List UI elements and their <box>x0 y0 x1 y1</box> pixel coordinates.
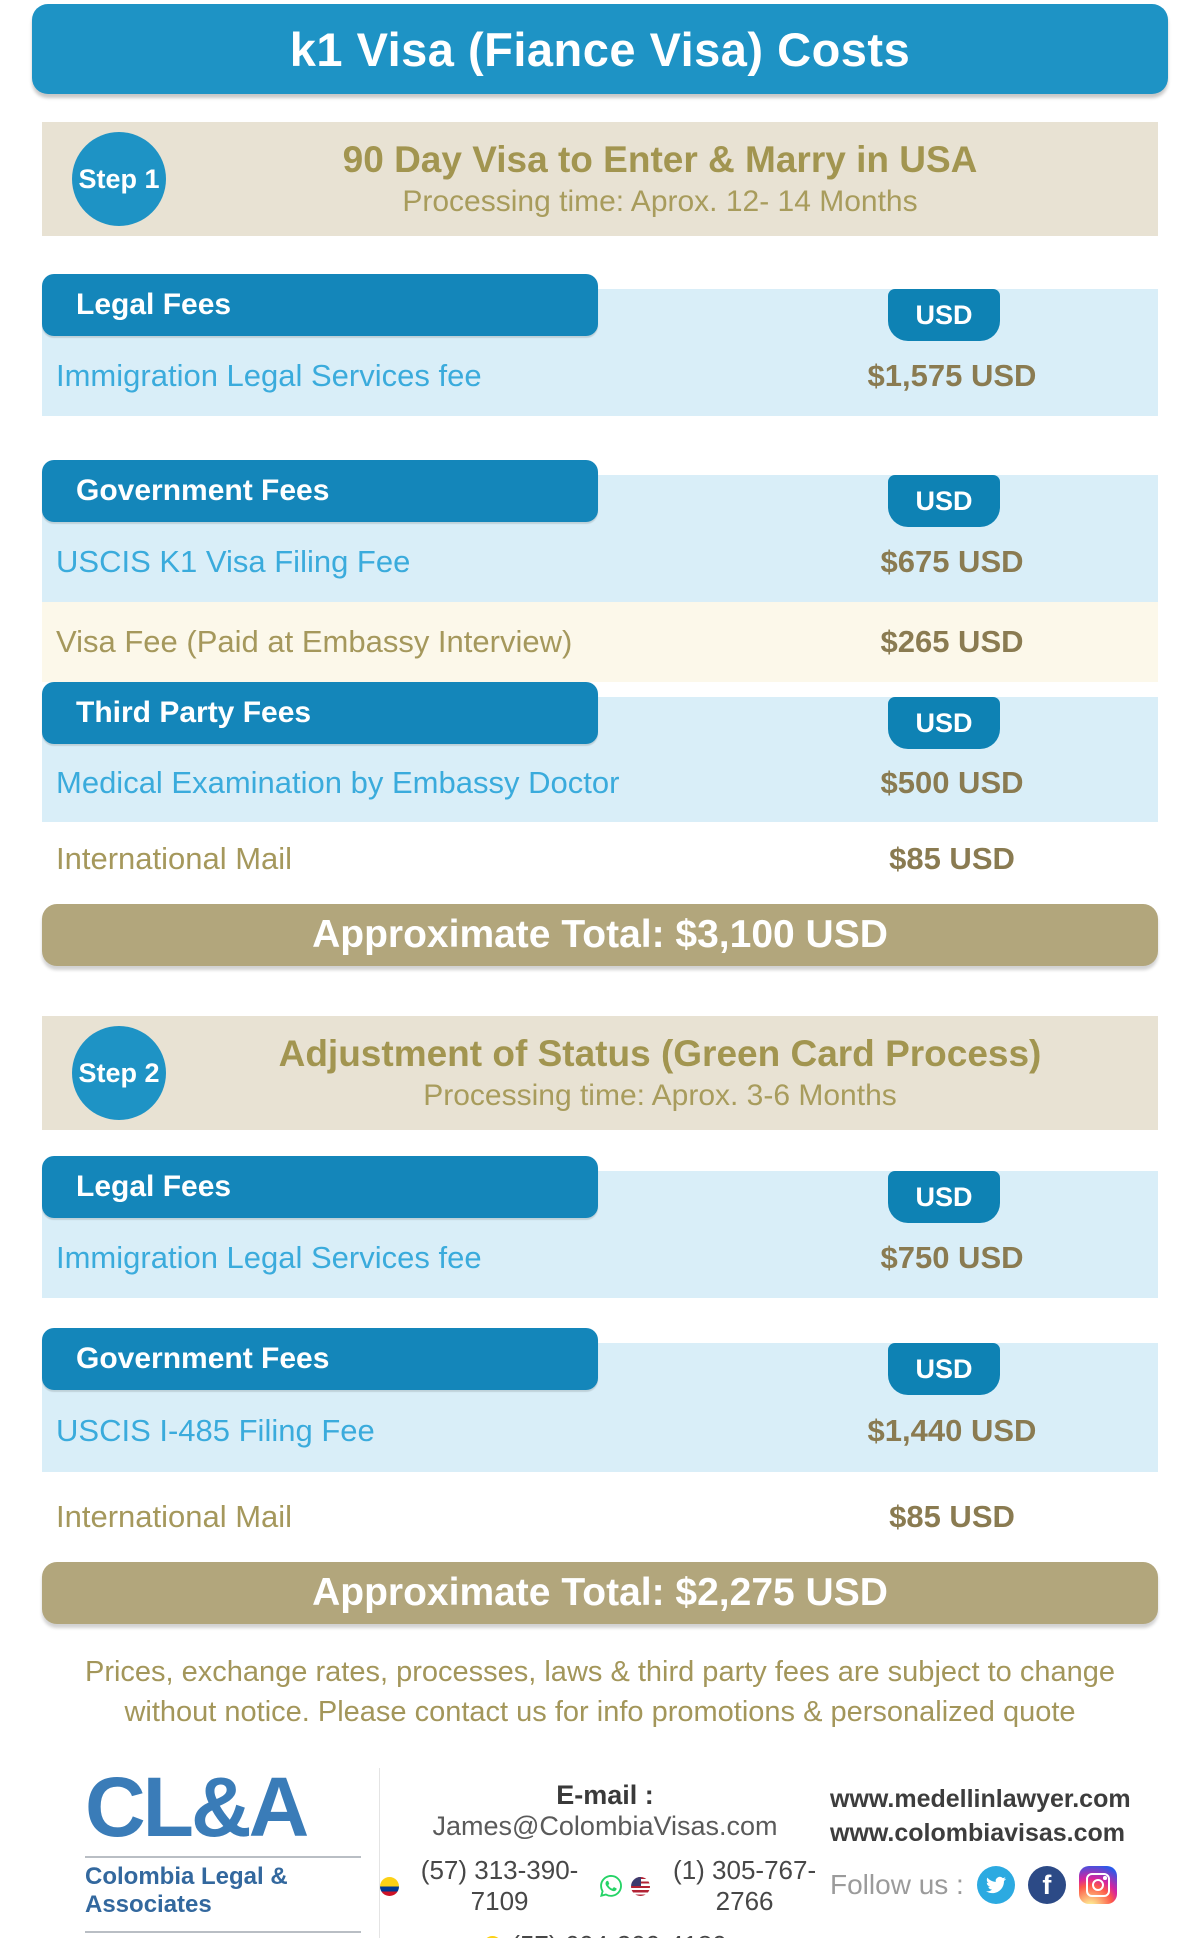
fee-amount: $750 USD <box>880 1240 1024 1275</box>
step2-title: Adjustment of Status (Green Card Process… <box>278 1032 1042 1074</box>
instagram-icon[interactable] <box>1078 1866 1117 1904</box>
fee-group-legal-fees-step2: Legal Fees USD Immigration Legal Service… <box>42 1156 1158 1298</box>
main-title-bar: k1 Visa (Fiance Visa) Costs <box>32 4 1168 94</box>
step1-text-block: 90 Day Visa to Enter & Marry in USA Proc… <box>42 139 1158 219</box>
fee-row: USCIS K1 Visa Filing Fee $675 USD <box>42 522 1158 602</box>
colombia-flag-icon <box>483 1936 503 1938</box>
fee-label: USCIS K1 Visa Filing Fee <box>56 544 411 579</box>
instagram-camera-glyph <box>1085 1873 1110 1897</box>
website-link-colombiavisas[interactable]: www.colombiavisas.com <box>830 1819 1126 1847</box>
fee-group-header-label: Legal Fees <box>76 1170 232 1203</box>
fee-amount: $500 USD <box>880 765 1024 800</box>
logo-acronym: CL&A <box>85 1760 309 1854</box>
company-name: Colombia Legal & Associates <box>85 1862 288 1918</box>
step2-total-text: Approximate Total: $2,275 USD <box>312 1571 888 1614</box>
fee-group-government-fees-step1: Government Fees USD USCIS K1 Visa Filing… <box>42 460 1158 682</box>
fee-group-header-label: Legal Fees <box>76 288 232 321</box>
fee-group-header: Legal Fees <box>42 1156 598 1218</box>
fee-group-header: Third Party Fees <box>42 682 598 744</box>
contact-block: E-mail : James@ColombiaVisas.com (57) 31… <box>380 1768 830 1938</box>
usd-badge: USD <box>888 475 1000 527</box>
step1-badge: Step 1 <box>72 132 166 226</box>
fee-group-header: Government Fees <box>42 1328 598 1390</box>
whatsapp-icon <box>600 1875 623 1897</box>
fee-group-legal-fees-step1: Legal Fees USD Immigration Legal Service… <box>42 274 1158 416</box>
email-label: E-mail : <box>556 1780 654 1810</box>
company-suffix: S.A.S <box>85 1933 361 1938</box>
disclaimer-line1: Prices, exchange rates, processes, laws … <box>84 1656 1116 1688</box>
disclaimer: Prices, exchange rates, processes, laws … <box>0 1652 1200 1732</box>
page-title: k1 Visa (Fiance Visa) Costs <box>289 22 911 76</box>
follow-us-label: Follow us : <box>830 1869 964 1900</box>
logo-divider <box>85 1930 361 1933</box>
company-logo: CL&A Colombia Legal & Associates S.A.S <box>85 1760 380 1938</box>
step1-total-text: Approximate Total: $3,100 USD <box>312 913 888 956</box>
fee-group-government-fees-step2: Government Fees USD USCIS I-485 Filing F… <box>42 1328 1158 1562</box>
disclaimer-line2: without notice. Please contact us for in… <box>124 1696 1076 1728</box>
fee-amount: $85 USD <box>889 1499 1015 1534</box>
fee-row: Immigration Legal Services fee $750 USD <box>42 1218 1158 1298</box>
fee-group-header: Legal Fees <box>42 274 598 336</box>
usd-badge: USD <box>888 1171 1000 1223</box>
website-link-medellinlawyer[interactable]: www.medellinlawyer.com <box>830 1785 1131 1813</box>
step1-subtitle: Processing time: Aprox. 12- 14 Months <box>402 185 918 219</box>
fee-amount: $675 USD <box>880 544 1024 579</box>
fee-row: Medical Examination by Embassy Doctor $5… <box>42 744 1158 822</box>
fee-amount: $1,575 USD <box>867 358 1037 393</box>
fee-group-header: Government Fees <box>42 460 598 522</box>
twitter-icon[interactable] <box>976 1866 1015 1904</box>
fee-amount: $1,440 USD <box>867 1413 1037 1448</box>
usa-flag-icon <box>631 1876 651 1896</box>
fee-label: Immigration Legal Services fee <box>56 358 482 393</box>
fee-group-header-label: Third Party Fees <box>76 696 312 729</box>
colombia-flag-icon <box>380 1876 399 1896</box>
step2-subtitle: Processing time: Aprox. 3-6 Months <box>423 1079 897 1113</box>
fee-group-header-label: Government Fees <box>76 1342 330 1375</box>
fee-label: Medical Examination by Embassy Doctor <box>56 765 620 800</box>
fee-label: USCIS I-485 Filing Fee <box>56 1413 375 1448</box>
phone-line-1: (57) 313-390-7109 (1) 305-767-2766 <box>380 1855 830 1917</box>
step2-text-block: Adjustment of Status (Green Card Process… <box>42 1033 1158 1113</box>
step1-total-bar: Approximate Total: $3,100 USD <box>42 904 1158 966</box>
phone-number: (57) 313-390-7109 <box>420 1855 579 1916</box>
fee-row: USCIS I-485 Filing Fee $1,440 USD <box>42 1390 1158 1472</box>
fee-group-third-party-fees-step1: Third Party Fees USD Medical Examination… <box>42 682 1158 896</box>
step1-title: 90 Day Visa to Enter & Marry in USA <box>342 138 978 180</box>
step2-band: Step 2 Adjustment of Status (Green Card … <box>42 1016 1158 1130</box>
footer: CL&A Colombia Legal & Associates S.A.S E… <box>0 1732 1200 1938</box>
step1-band: Step 1 90 Day Visa to Enter & Marry in U… <box>42 122 1158 236</box>
fee-label: Immigration Legal Services fee <box>56 1240 482 1275</box>
web-block: www.medellinlawyer.com www.colombiavisas… <box>830 1768 1148 1904</box>
fee-label: International Mail <box>56 841 293 876</box>
usd-badge: USD <box>888 1343 1000 1395</box>
email-line: E-mail : James@ColombiaVisas.com <box>380 1780 830 1842</box>
fee-row: International Mail $85 USD <box>42 822 1158 896</box>
fee-amount: $265 USD <box>880 624 1024 659</box>
phone-line-2: (57) 604-200-4180 <box>380 1930 830 1938</box>
fee-row: Visa Fee (Paid at Embassy Interview) $26… <box>42 602 1158 682</box>
fee-row: International Mail $85 USD <box>42 1472 1158 1562</box>
phone-number: (1) 305-767-2766 <box>673 1855 817 1916</box>
logo-divider <box>85 1855 361 1858</box>
fee-row: Immigration Legal Services fee $1,575 US… <box>42 336 1158 416</box>
fee-label: International Mail <box>56 1499 293 1534</box>
facebook-icon[interactable]: f <box>1027 1866 1066 1904</box>
email-address[interactable]: James@ColombiaVisas.com <box>432 1811 778 1841</box>
usd-badge: USD <box>888 289 1000 341</box>
usd-badge: USD <box>888 697 1000 749</box>
step2-badge: Step 2 <box>72 1026 166 1120</box>
fee-amount: $85 USD <box>889 841 1015 876</box>
phone-number: (57) 604-200-4180 <box>511 1930 726 1938</box>
fee-label: Visa Fee (Paid at Embassy Interview) <box>56 624 573 659</box>
fee-group-header-label: Government Fees <box>76 474 330 507</box>
follow-line: Follow us : f <box>830 1866 1148 1904</box>
step2-total-bar: Approximate Total: $2,275 USD <box>42 1562 1158 1624</box>
